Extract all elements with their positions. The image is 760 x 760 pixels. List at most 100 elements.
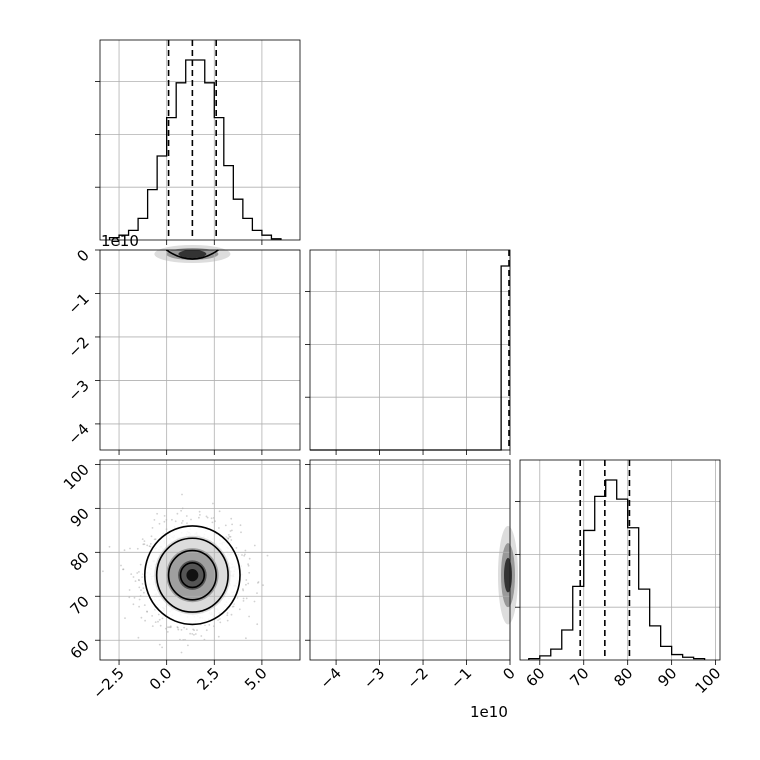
scatter-point bbox=[200, 635, 203, 637]
scatter-point bbox=[157, 613, 160, 616]
scatter-point bbox=[242, 597, 245, 600]
grid-layer bbox=[100, 40, 720, 660]
scatter-point bbox=[248, 615, 251, 618]
scatter-point bbox=[244, 549, 247, 552]
scatter-point bbox=[224, 524, 227, 527]
scatter-point bbox=[156, 512, 159, 515]
scatter-point bbox=[177, 626, 179, 629]
x-tick-label-0-0: −2.5 bbox=[89, 664, 127, 702]
scatter-point bbox=[143, 543, 146, 546]
scatter-point bbox=[176, 626, 179, 628]
scatter-point bbox=[199, 514, 201, 516]
scatter-point bbox=[174, 520, 177, 523]
scatter-point bbox=[159, 624, 162, 627]
scatter-point bbox=[238, 608, 241, 611]
x-tick-label-2-1: 70 bbox=[566, 664, 592, 690]
scatter-point bbox=[129, 547, 131, 550]
scatter-point bbox=[138, 586, 141, 589]
scatter-point bbox=[137, 636, 140, 639]
scatter-point bbox=[235, 547, 238, 549]
y-tick-label-2-2: 80 bbox=[67, 548, 93, 574]
scatter-point bbox=[151, 615, 154, 617]
scatter-point bbox=[187, 644, 189, 647]
x-tick-label-1-2: −2 bbox=[403, 664, 431, 692]
histogram-parameter-2 bbox=[528, 479, 706, 660]
y-tick-label-2-3: 90 bbox=[67, 504, 93, 530]
scatter-point bbox=[198, 510, 201, 513]
scatter-point bbox=[218, 527, 220, 529]
scatter-point bbox=[229, 535, 232, 538]
scatter-point bbox=[158, 618, 161, 621]
scatter-point bbox=[166, 631, 169, 633]
scatter-point bbox=[239, 524, 242, 527]
scatter-point bbox=[161, 617, 164, 620]
scatter-point bbox=[193, 633, 195, 636]
scatter-point bbox=[245, 579, 248, 581]
scatter-point bbox=[253, 600, 256, 603]
density-fill-0-1-2 bbox=[178, 250, 207, 258]
x-tick-label-2-3: 90 bbox=[654, 664, 680, 690]
scatter-point bbox=[177, 628, 180, 631]
scatter-point bbox=[185, 628, 188, 630]
scatter-point bbox=[122, 568, 125, 571]
scatter-point bbox=[191, 633, 194, 635]
scatter-point bbox=[231, 529, 233, 532]
scatter-point bbox=[245, 583, 247, 586]
scatter-point bbox=[102, 570, 104, 573]
scatter-point bbox=[180, 509, 183, 512]
scatter-point bbox=[211, 521, 214, 524]
scatter-point bbox=[123, 549, 126, 552]
scatter-point bbox=[241, 554, 243, 556]
scatter-point bbox=[143, 540, 146, 542]
contour-0-1 bbox=[165, 249, 219, 260]
marks-layer bbox=[108, 40, 706, 660]
scatter-point bbox=[153, 519, 156, 521]
scatter-point bbox=[231, 523, 234, 526]
scatter-point bbox=[247, 563, 250, 565]
scatter-point bbox=[229, 530, 232, 532]
contour-0-2-0 bbox=[143, 525, 241, 626]
scatter-point bbox=[148, 545, 151, 548]
scatter-point bbox=[257, 582, 259, 584]
scatter-point bbox=[245, 637, 247, 640]
scatter-point bbox=[128, 596, 131, 599]
x-tick-label-1-4: −4 bbox=[317, 664, 345, 692]
scatter-point bbox=[149, 543, 152, 545]
scatter-point bbox=[140, 589, 142, 591]
scatter-point bbox=[247, 582, 250, 585]
scatter-point bbox=[150, 535, 153, 538]
scatter-point bbox=[192, 628, 195, 631]
scatter-point bbox=[138, 579, 141, 582]
panel-frame-1-0 bbox=[99, 249, 301, 451]
x-tick-label-2-2: 80 bbox=[610, 664, 636, 690]
frames-layer bbox=[95, 39, 721, 665]
scatter-point bbox=[230, 613, 233, 616]
scatter-point bbox=[230, 539, 233, 541]
panel-frame-2-1 bbox=[309, 459, 511, 661]
scatter-point bbox=[248, 557, 251, 560]
scatter-point bbox=[151, 625, 154, 627]
scatter-point bbox=[196, 629, 198, 631]
scatter-point bbox=[134, 580, 137, 582]
scatter-point bbox=[219, 621, 222, 624]
scatter-point bbox=[143, 591, 145, 594]
scatter-point bbox=[169, 626, 172, 629]
scatter-point bbox=[217, 635, 220, 638]
scatter-point bbox=[132, 603, 135, 606]
scatter-point bbox=[227, 534, 230, 536]
x-tick-label-0-2: 2.5 bbox=[194, 664, 224, 694]
scatter-point bbox=[240, 531, 242, 534]
scatter-point bbox=[108, 545, 111, 548]
scatter-point bbox=[142, 543, 145, 546]
scatter-point bbox=[158, 522, 161, 525]
scatter-point bbox=[256, 592, 258, 594]
scatter-point bbox=[137, 579, 140, 581]
scatter-point bbox=[169, 625, 172, 628]
scatter-point bbox=[181, 520, 184, 522]
scatter-point bbox=[247, 564, 250, 567]
x-tick-label-1-3: −3 bbox=[360, 664, 388, 692]
scatter-point bbox=[190, 518, 192, 521]
scatter-point bbox=[154, 621, 157, 623]
y-tick-label-2-1: 70 bbox=[67, 592, 93, 618]
scatter-point bbox=[226, 619, 229, 622]
